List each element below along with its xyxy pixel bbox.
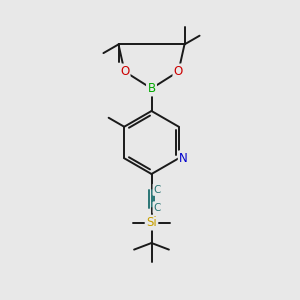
Text: N: N (179, 152, 188, 165)
Text: B: B (147, 82, 156, 95)
Text: O: O (120, 65, 129, 78)
Text: C: C (154, 202, 161, 213)
Text: O: O (174, 65, 183, 78)
Text: Si: Si (146, 216, 157, 229)
Text: C: C (154, 184, 161, 195)
